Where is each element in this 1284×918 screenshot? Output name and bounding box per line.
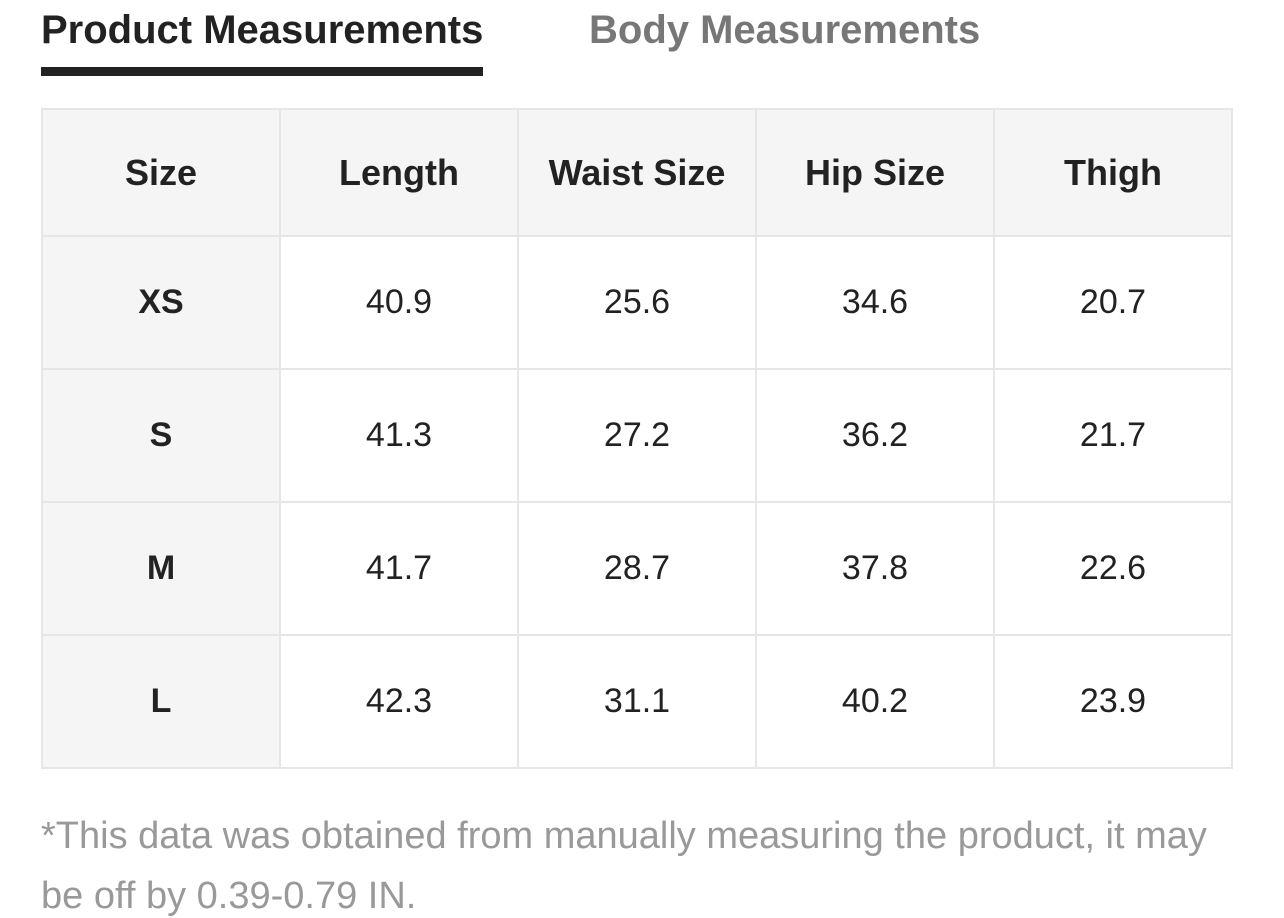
- cell: 41.3: [279, 368, 519, 503]
- cell: 31.1: [517, 634, 757, 769]
- header-cell: Hip Size: [755, 108, 995, 237]
- table-row: M 41.7 28.7 37.8 22.6: [41, 501, 1233, 636]
- table-row: XS 40.9 25.6 34.6 20.7: [41, 235, 1233, 370]
- cell: 34.6: [755, 235, 995, 370]
- table-row: S 41.3 27.2 36.2 21.7: [41, 368, 1233, 503]
- cell: 25.6: [517, 235, 757, 370]
- cell: S: [41, 368, 281, 503]
- cell: 27.2: [517, 368, 757, 503]
- table-row: Size Length Waist Size Hip Size Thigh: [41, 108, 1233, 237]
- cell: 40.9: [279, 235, 519, 370]
- measurement-table: Size Length Waist Size Hip Size Thigh XS 40.9 2…: [41, 108, 1233, 769]
- cell: 23.9: [993, 634, 1233, 769]
- cell: M: [41, 501, 281, 636]
- note: *This data was obtained from manually me…: [41, 815, 1207, 917]
- header-cell: Thigh: [993, 108, 1233, 237]
- header-cell: Length: [279, 108, 519, 237]
- tab-active[interactable]: Product Measurements: [41, 8, 484, 76]
- cell: 21.7: [993, 368, 1233, 503]
- cell: 20.7: [993, 235, 1233, 370]
- header-cell: Size: [41, 108, 281, 237]
- header-cell: Waist Size: [517, 108, 757, 237]
- cell: L: [41, 634, 281, 769]
- table-row: L 42.3 31.1 40.2 23.9: [41, 634, 1233, 769]
- cell: 42.3: [279, 634, 519, 769]
- cell: 41.7: [279, 501, 519, 636]
- cell: 22.6: [993, 501, 1233, 636]
- cell: 28.7: [517, 501, 757, 636]
- cell: 36.2: [755, 368, 995, 503]
- tab[interactable]: Body Measurements: [589, 8, 981, 52]
- cell: XS: [41, 235, 281, 370]
- cell: 37.8: [755, 501, 995, 636]
- cell: 40.2: [755, 634, 995, 769]
